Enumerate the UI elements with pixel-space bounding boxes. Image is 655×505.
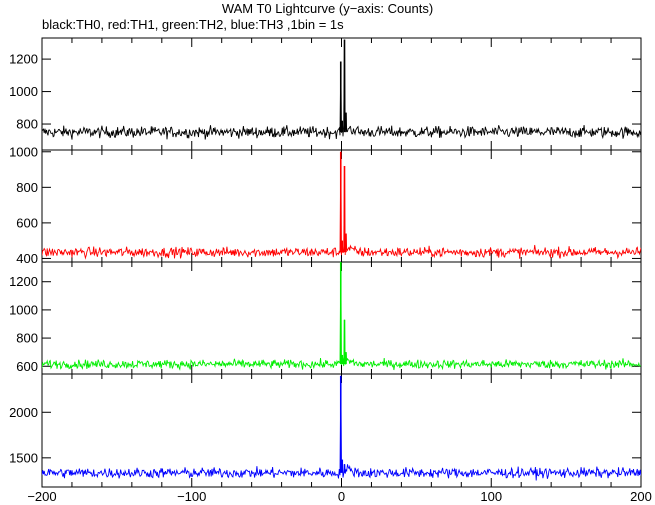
y-tick-label: 1000 <box>9 302 38 317</box>
x-axis: −200 −100 0 100 200 <box>27 489 652 504</box>
y-tick-label: 800 <box>16 117 38 132</box>
y-tick-label: 800 <box>16 331 38 346</box>
chart-title: WAM T0 Lightcurve (y−axis: Counts) <box>221 1 434 16</box>
series-line-th2 <box>42 262 641 371</box>
y-tick-label: 1200 <box>9 274 38 289</box>
x-tick-label: −100 <box>177 489 206 504</box>
panel-th1: 400 600 800 1000 <box>9 144 642 266</box>
series-line-th0 <box>42 39 641 140</box>
y-tick-label: 2000 <box>9 405 38 420</box>
y-tick-label: 1200 <box>9 52 38 67</box>
panel-th0: 800 1000 1200 <box>9 37 642 151</box>
x-tick-label: −200 <box>27 489 56 504</box>
y-tick-label: 1000 <box>9 84 38 99</box>
y-tick-label: 1000 <box>9 144 38 159</box>
y-tick-label: 1500 <box>9 450 38 465</box>
chart-legend-note: black:TH0, red:TH1, green:TH2, blue:TH3 … <box>42 17 344 32</box>
panel-th3: 1500 2000 <box>9 373 642 488</box>
y-tick-label: 800 <box>16 180 38 195</box>
x-tick-label: 200 <box>630 489 652 504</box>
x-tick-label: 0 <box>338 489 345 504</box>
panels-group: 800 1000 1200 400 600 800 1000 600 800 1000 1200 15… <box>9 37 642 488</box>
y-tick-label: 600 <box>16 359 38 374</box>
x-tick-label: 100 <box>480 489 502 504</box>
panel-th2: 600 800 1000 1200 <box>9 261 642 375</box>
series-line-th1 <box>42 151 641 260</box>
y-tick-label: 600 <box>16 215 38 230</box>
y-tick-label: 400 <box>16 251 38 266</box>
